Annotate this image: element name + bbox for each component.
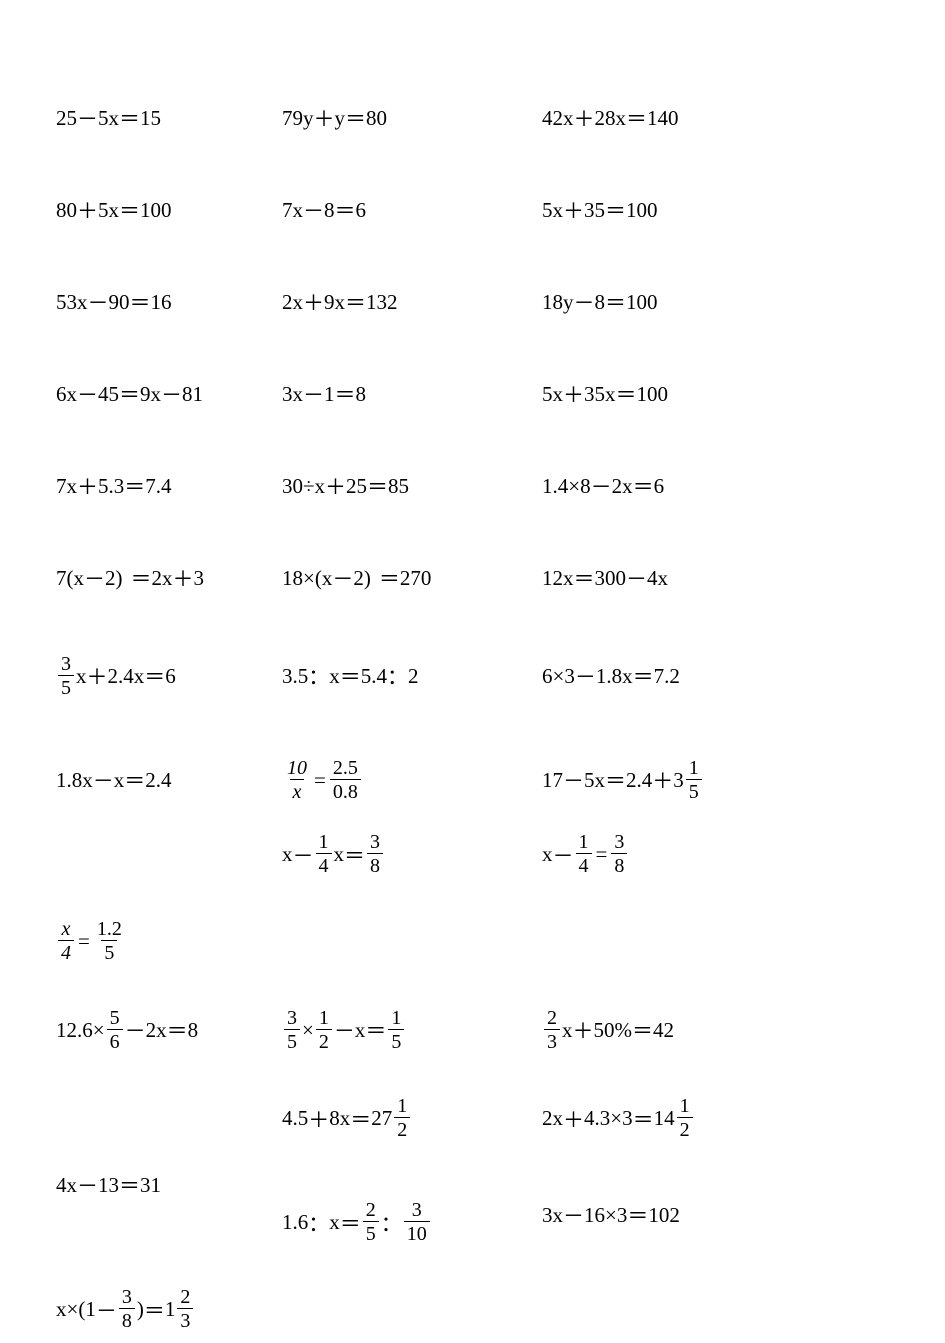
- equation-r4c1: 6x－45＝9x－81: [56, 348, 282, 440]
- equation-r4c2: 3x－1＝8: [282, 348, 542, 440]
- equation-r6c1: 7(x－2)＝2x＋3: [56, 532, 282, 624]
- equation-r7c3: 6×3－1.8x＝7.2: [542, 624, 802, 728]
- equation-r9c3: x－14=38: [542, 832, 802, 964]
- equation-r1c3: 42x＋28x＝140: [542, 72, 802, 164]
- equation-r4c3: 5x＋35x＝100: [542, 348, 802, 440]
- equation-r11c1: 4x－13＝31: [56, 1096, 282, 1200]
- equation-r3c3: 18y－8＝100: [542, 256, 802, 348]
- equation-r12c1: x×(1－38)＝123: [56, 1200, 282, 1332]
- equation-r8c3: 17－5x＝2.4＋315: [542, 728, 802, 832]
- equation-r11c2: 4.5＋8x＝2712: [282, 1096, 542, 1200]
- equation-r11c3: 2x＋4.3×3＝1412: [542, 1096, 802, 1200]
- equation-r10c2: 35×12－x＝15: [282, 964, 542, 1096]
- equation-r12c2: 1.6：x＝25：310: [282, 1200, 542, 1332]
- equation-r9c1: x4=1.25: [56, 832, 282, 964]
- equation-r9c2: x－14x＝38: [282, 832, 542, 964]
- equation-r2c3: 5x＋35＝100: [542, 164, 802, 256]
- equation-r12c3: 3x－16×3＝102: [542, 1200, 802, 1332]
- equation-r6c3: 12x＝300－4x: [542, 532, 802, 624]
- equation-r1c2: 79y＋y＝80: [282, 72, 542, 164]
- equation-grid: 25－5x＝1579y＋y＝8042x＋28x＝140 80＋5x＝1007x－8…: [56, 72, 889, 1332]
- equation-r5c3: 1.4×8－2x＝6: [542, 440, 802, 532]
- equation-r2c1: 80＋5x＝100: [56, 164, 282, 256]
- equation-r5c2: 30÷x＋25＝85: [282, 440, 542, 532]
- equation-r8c1: 1.8x－x＝2.4: [56, 728, 282, 832]
- equation-r7c1: 35x＋2.4x＝6: [56, 624, 282, 728]
- equation-r3c2: 2x＋9x＝132: [282, 256, 542, 348]
- worksheet-page: 25－5x＝1579y＋y＝8042x＋28x＝140 80＋5x＝1007x－8…: [0, 0, 945, 1343]
- equation-r10c1: 12.6×56－2x＝8: [56, 964, 282, 1096]
- equation-r8c2: 10x=2.50.8: [282, 728, 542, 832]
- equation-r1c1: 25－5x＝15: [56, 72, 282, 164]
- equation-r3c1: 53x－90＝16: [56, 256, 282, 348]
- equation-r6c2: 18×(x－2)＝270: [282, 532, 542, 624]
- equation-r7c2: 3.5：x＝5.4：2: [282, 624, 542, 728]
- equation-r10c3: 23x＋50%＝42: [542, 964, 802, 1096]
- equation-r5c1: 7x＋5.3＝7.4: [56, 440, 282, 532]
- equation-r2c2: 7x－8＝6: [282, 164, 542, 256]
